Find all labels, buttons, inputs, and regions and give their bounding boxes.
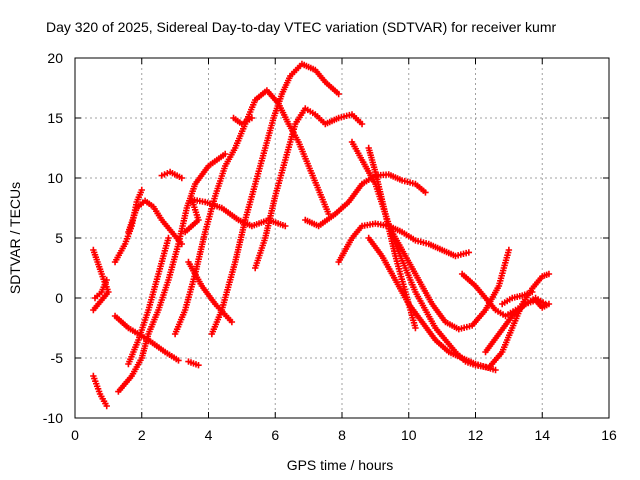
y-tick-label: 15 <box>47 110 63 126</box>
data-point <box>90 306 97 314</box>
series-arc-r <box>335 220 473 266</box>
y-tick-label: -10 <box>43 410 63 426</box>
x-tick-label: 14 <box>534 427 550 443</box>
data-point <box>282 222 289 230</box>
data-point <box>248 114 256 122</box>
data-point <box>175 357 182 364</box>
series-arc-m <box>185 358 202 369</box>
y-axis-label: SDTVAR / TECUs <box>7 182 23 294</box>
data-point <box>492 366 499 374</box>
data-point <box>465 249 473 256</box>
data-point <box>103 276 110 284</box>
data-point <box>358 120 366 128</box>
series-arc-b <box>90 246 112 314</box>
data-point <box>422 189 429 196</box>
series-arc-i <box>158 168 185 182</box>
x-axis-label: GPS time / hours <box>287 457 394 473</box>
x-tick-label: 10 <box>401 427 417 443</box>
data-point <box>138 186 145 194</box>
chart-title: Day 320 of 2025, Sidereal Day-to-day VTE… <box>46 19 556 35</box>
series-arc-c <box>91 276 110 302</box>
data-point <box>335 90 342 98</box>
series-arc-p <box>252 105 366 272</box>
data-point <box>195 362 202 369</box>
y-tick-label: 20 <box>47 50 63 66</box>
x-tick-label: 2 <box>138 427 146 443</box>
series-arc-y <box>499 288 536 308</box>
data-point <box>545 270 553 278</box>
data-point <box>165 234 172 242</box>
series-arc-o <box>230 114 256 128</box>
series-arc-u <box>365 234 499 374</box>
data-point <box>178 240 185 248</box>
data-point <box>228 318 236 326</box>
x-tick-label: 4 <box>205 427 213 443</box>
series-arc-a <box>90 372 110 410</box>
y-tick-label: 0 <box>55 290 63 306</box>
series-arc-h <box>125 234 172 368</box>
y-tick-label: -5 <box>51 350 64 366</box>
data-point <box>103 402 110 410</box>
data-point <box>178 174 185 182</box>
x-tick-label: 8 <box>338 427 346 443</box>
x-tick-label: 12 <box>468 427 484 443</box>
series-arc-f <box>115 150 229 395</box>
data-point <box>221 150 229 158</box>
data-point <box>505 246 513 254</box>
series-arc-e <box>111 312 182 364</box>
x-tick-label: 16 <box>601 427 617 443</box>
series-arc-x <box>482 297 553 356</box>
series-arc-n <box>208 60 342 338</box>
series-arc-j <box>171 87 332 338</box>
data-point <box>412 324 419 332</box>
x-tick-label: 0 <box>71 427 79 443</box>
data-point <box>529 288 536 296</box>
y-tick-label: 10 <box>47 170 63 186</box>
series-layer <box>90 60 553 410</box>
data-point <box>545 300 553 308</box>
series-arc-g <box>125 197 185 248</box>
tick-layer: 0 2 4 6 8 10 12 14 16 -10 -5 0 5 10 15 20 <box>43 50 617 443</box>
y-tick-label: 5 <box>55 230 63 246</box>
x-tick-label: 6 <box>271 427 279 443</box>
